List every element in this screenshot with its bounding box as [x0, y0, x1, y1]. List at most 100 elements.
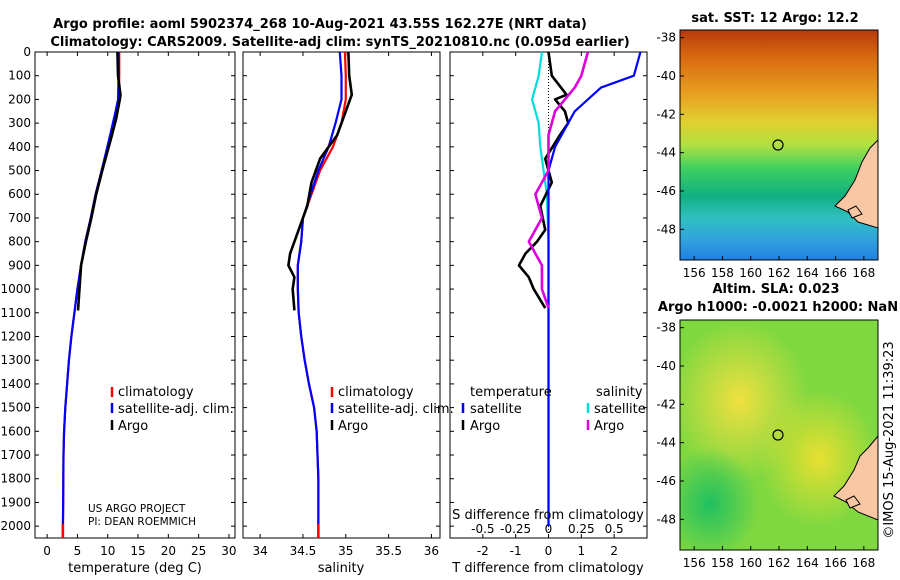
y-tick-label: 300	[8, 116, 31, 130]
credit-project: US ARGO PROJECT	[88, 503, 186, 515]
legend-label-s-satellite: satellite	[594, 402, 646, 417]
x-tick-label: 2	[610, 544, 618, 558]
y-tick-label: 600	[8, 187, 31, 201]
map-x-tick-label: 162	[768, 266, 791, 280]
y-tick-label: 1100	[0, 306, 31, 320]
legend-label-satellite-adj: satellite-adj. clim.	[338, 402, 454, 417]
y-tick-label: 1500	[0, 401, 31, 415]
map-y-tick-label: -44	[656, 146, 676, 160]
s-tick-label: 0.25	[568, 522, 595, 536]
land-stewart-island	[845, 495, 861, 509]
y-tick-label: 2000	[0, 519, 31, 533]
x-tick-label: 5	[74, 544, 82, 558]
difference-xlabel: T difference from climatology	[451, 561, 644, 576]
map-x-tick-label: 168	[852, 266, 875, 280]
legend-label-argo: Argo	[118, 419, 148, 434]
map-x-tick-label: 160	[739, 556, 762, 570]
series-line-climatology	[296, 51, 347, 538]
series-line-salinity-argo	[527, 51, 590, 309]
map-x-tick-label: 164	[796, 556, 819, 570]
y-tick-label: 1800	[0, 472, 31, 486]
sla-map-axes: 156 158 160 162 164 166 168 -38 -40 -42 -44 -46 -48	[656, 321, 875, 570]
difference-legend: temperature salinity satellite Argo sate…	[461, 385, 646, 434]
map-y-tick-label: -48	[656, 222, 676, 236]
map-y-tick-label: -46	[656, 184, 676, 198]
figure-title-line2: Climatology: CARS2009. Satellite-adj cli…	[50, 35, 629, 50]
land-stewart-island	[847, 205, 863, 219]
argo-location-marker	[772, 429, 784, 441]
series-line-argo	[287, 51, 354, 311]
map-y-tick-label: -44	[656, 436, 676, 450]
s-difference-label: S difference from climatology	[452, 508, 644, 523]
salinity-xlabel: salinity	[318, 561, 365, 576]
map-y-tick-label: -46	[656, 474, 676, 488]
argo-location-marker	[772, 139, 784, 151]
y-tick-label: 200	[8, 92, 31, 106]
y-tick-label: 1000	[0, 282, 31, 296]
legend-title-temperature: temperature	[470, 385, 552, 400]
map-y-tick-label: -38	[656, 321, 676, 335]
x-tick-label: 36	[424, 544, 439, 558]
y-tick-label: 1700	[0, 448, 31, 462]
timestamp: ©IMOS 15-Aug-2021 11:39:23	[882, 341, 897, 538]
credit-pi: PI: DEAN ROEMMICH	[88, 516, 196, 528]
map-x-tick-label: 160	[739, 266, 762, 280]
map-x-tick-label: 158	[711, 266, 734, 280]
x-tick-label: 35.5	[375, 544, 402, 558]
legend-label-argo: Argo	[338, 419, 368, 434]
temperature-legend: climatology satellite-adj. clim. Argo	[110, 385, 234, 434]
series-line-salinity-satellite	[547, 51, 642, 527]
map-y-tick-label: -40	[656, 69, 676, 83]
y-tick-label: 1300	[0, 353, 31, 367]
y-tick-label: 0	[23, 45, 31, 59]
y-tick-label: 900	[8, 258, 31, 272]
x-tick-label: 34	[252, 544, 267, 558]
sst-field	[680, 30, 878, 260]
axes-frame	[34, 51, 236, 539]
legend-label-climatology: climatology	[338, 385, 414, 400]
difference-profile-panel: -2 -1 0 1 2 -0.5 -0.25 0 0.25 0.5	[449, 51, 648, 558]
series-line-satellite-adj-clim-	[296, 51, 343, 527]
map-x-tick-label: 162	[768, 556, 791, 570]
map-x-tick-label: 156	[683, 556, 706, 570]
series-line-climatology	[61, 52, 121, 539]
sst-map	[679, 29, 879, 261]
temperature-xlabel: temperature (deg C)	[68, 561, 202, 576]
series-line-temperature-argo	[517, 51, 570, 309]
map-x-tick-label: 168	[852, 556, 875, 570]
y-tick-label: 100	[8, 69, 31, 83]
x-tick-label: 30	[221, 544, 236, 558]
legend-label-climatology: climatology	[118, 385, 194, 400]
map-y-tick-label: -48	[656, 512, 676, 526]
x-tick-label: -1	[510, 544, 522, 558]
map-x-tick-label: 164	[796, 266, 819, 280]
figure-title-line1: Argo profile: aoml 5902374_268 10-Aug-20…	[53, 17, 587, 32]
s-tick-label: 0.5	[605, 522, 624, 536]
x-tick-label: 15	[130, 544, 145, 558]
map-y-tick-label: -38	[656, 31, 676, 45]
map-x-tick-label: 166	[824, 556, 847, 570]
x-tick-label: 0	[43, 544, 51, 558]
x-tick-label: 1	[578, 544, 586, 558]
x-tick-label: 0	[545, 544, 553, 558]
sst-map-title: sat. SST: 12 Argo: 12.2	[691, 11, 858, 26]
series-line-argo	[76, 51, 122, 311]
legend-label-satellite-adj: satellite-adj. clim.	[118, 402, 234, 417]
legend-title-salinity: salinity	[596, 385, 643, 400]
x-tick-label: -2	[477, 544, 489, 558]
s-tick-label: -0.25	[500, 522, 531, 536]
sst-map-axes: 156 158 160 162 164 166 168 -38 -40 -42 -44 -46 -48	[656, 31, 875, 280]
map-x-tick-label: 158	[711, 556, 734, 570]
map-y-tick-label: -42	[656, 397, 676, 411]
x-tick-label: 34.5	[290, 544, 317, 558]
temperature-profile-panel: 0100200300400500600700800900100011001200…	[0, 45, 236, 558]
x-tick-label: 25	[191, 544, 206, 558]
sla-map-title-line1: Altim. SLA: 0.023	[713, 282, 840, 297]
map-y-tick-label: -40	[656, 359, 676, 373]
y-tick-label: 700	[8, 211, 31, 225]
x-tick-label: 20	[161, 544, 176, 558]
sla-map	[679, 319, 879, 551]
salinity-profile-panel: 34 34.5 35 35.5 36	[242, 51, 441, 558]
legend-label-t-satellite: satellite	[470, 402, 522, 417]
